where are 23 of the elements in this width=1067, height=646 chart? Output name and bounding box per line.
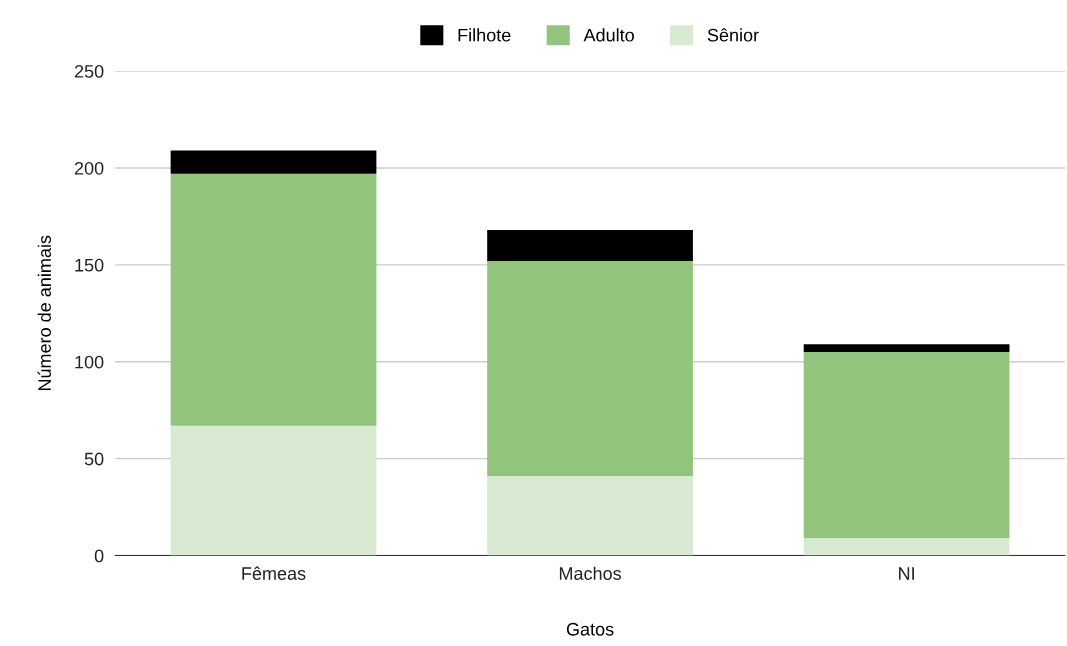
x-tick-label: Fêmeas: [242, 566, 306, 580]
bar: [803, 344, 1010, 353]
legend-label: Sênior: [707, 28, 759, 42]
y-tick-label: 200: [74, 161, 104, 175]
y-tick-label: 50: [84, 452, 104, 466]
bar: [803, 538, 1010, 556]
y-tick-label: 250: [74, 64, 104, 78]
bar: [170, 425, 377, 556]
bar: [487, 476, 693, 556]
x-axis-title: Gatos: [566, 622, 614, 636]
bar: [487, 260, 693, 477]
y-tick-label: 100: [75, 355, 104, 369]
y-tick-label: 150: [75, 258, 104, 272]
x-tick-label: NI: [899, 567, 914, 580]
bar: [170, 173, 377, 426]
bar: [487, 229, 693, 261]
x-tick-label: Machos: [559, 566, 622, 580]
y-tick-label: 0: [94, 549, 104, 563]
y-axis-title: Número de animais: [37, 235, 51, 391]
legend-label: Filhote: [458, 28, 511, 42]
bar: [170, 150, 377, 174]
legend-label: Adulto: [583, 28, 634, 42]
bar: [803, 352, 1010, 539]
